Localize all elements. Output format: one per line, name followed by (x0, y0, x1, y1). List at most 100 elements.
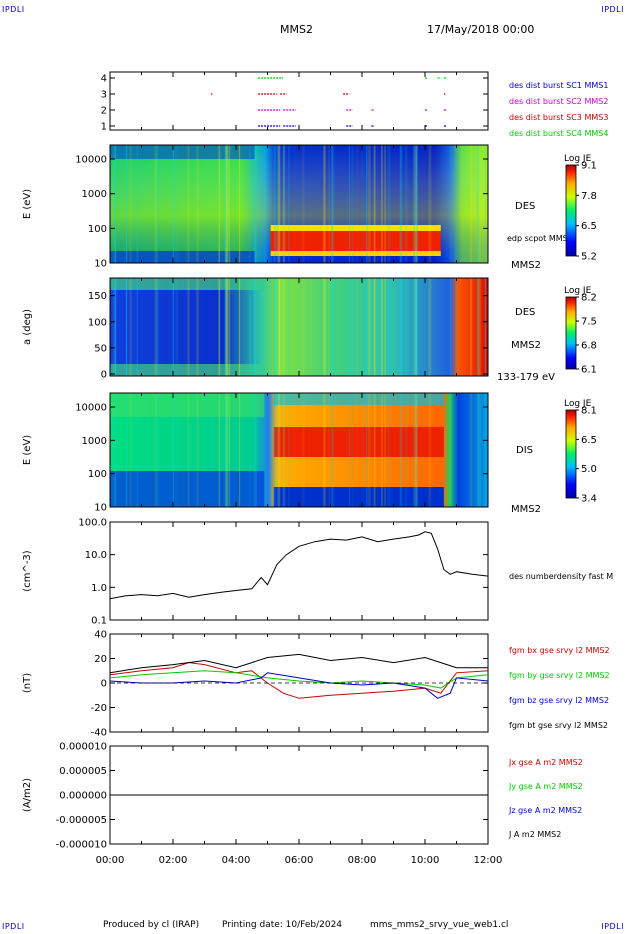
dis-energy-panel-streak (333, 393, 335, 507)
des-energy-panel-streak (478, 145, 481, 263)
datetime-title: 17/May/2018 00:00 (427, 23, 535, 36)
des-energy-panel-streak (282, 145, 285, 263)
dis-energy-panel-low-energy-blue (110, 471, 265, 507)
des-energy-panel-high-energy-band (110, 145, 255, 159)
dis-energy-panel-colorbar-label: 3.4 (581, 494, 597, 505)
des-pitch-panel-streak (361, 278, 364, 376)
des-pitch-panel-streak (172, 278, 174, 376)
dis-energy-panel-ytick-label: 1000 (82, 436, 107, 447)
bfield-panel-legend-2: fgm by gse srvy l2 MMS2 (509, 671, 610, 680)
des-energy-panel-streak (134, 145, 136, 263)
dis-energy-panel-streak (125, 393, 128, 507)
density-panel-ytick-label: 1.0 (91, 583, 107, 594)
bfield-panel-ytick-label: -20 (91, 703, 107, 714)
des-energy-panel-ytick-label: 10 (94, 259, 107, 270)
dis-energy-panel-streak (373, 393, 376, 507)
des-energy-panel-streak (196, 145, 199, 263)
des-pitch-panel-streak (387, 278, 391, 376)
bfield-panel-legend-1: fgm bx gse srvy l2 MMS2 (509, 646, 610, 655)
x-tick-label: 04:00 (222, 855, 251, 866)
current-panel-legend-2: Jy gse A m2 MMS2 (508, 782, 583, 791)
des-energy-panel-ytick-label: 10000 (75, 155, 107, 166)
des-pitch-panel-streak (355, 278, 359, 376)
des-pitch-panel-streak (187, 278, 190, 376)
des-energy-panel-red-band (270, 231, 441, 251)
dis-energy-panel-streak (282, 393, 285, 507)
dis-energy-panel-colorbar-label: 6.5 (581, 435, 597, 446)
dis-energy-panel-streak (405, 393, 408, 507)
dis-energy-panel-streak (238, 393, 241, 507)
x-tick-label: 08:00 (348, 855, 377, 866)
des-energy-panel-streak (218, 145, 220, 263)
des-pitch-panel-streak (348, 278, 351, 376)
des-pitch-panel-streak (351, 278, 354, 376)
des-pitch-panel-colorbar-label: 6.8 (581, 341, 597, 352)
des-energy-panel-streak (428, 145, 432, 263)
des-energy-panel-streak (470, 145, 473, 263)
dis-energy-panel-streak (351, 393, 354, 507)
burst-legend-3: des dist burst SC3 MMS3 (509, 113, 608, 122)
des-pitch-panel-streak (154, 278, 158, 376)
des-pitch-panel-ytick-label: 0 (101, 370, 107, 381)
des-pitch-panel-streak (196, 278, 199, 376)
des-energy-panel-streak (288, 145, 290, 263)
dis-energy-panel-streak (229, 393, 231, 507)
des-pitch-panel-streak (282, 278, 286, 376)
current-panel-ytick-label: -0.000010 (56, 840, 107, 851)
density-panel-ytick-label: 100.0 (78, 518, 107, 529)
corner-logo-top-left: IPDLI (2, 5, 25, 14)
bfield-panel-ytick-label: 40 (94, 630, 107, 641)
dis-energy-panel-streak (449, 393, 452, 507)
dis-energy-panel-streak (218, 393, 221, 507)
des-energy-panel-streak (175, 145, 178, 263)
des-pitch-panel-streak (248, 278, 251, 376)
bfield-panel-series-1-line (109, 662, 489, 699)
des-energy-panel-streak (248, 145, 251, 263)
des-energy-panel-streak (366, 145, 368, 263)
dis-energy-panel-streak (455, 393, 458, 507)
des-energy-panel-ytick-label: 1000 (82, 189, 107, 200)
des-energy-panel-streak (282, 145, 286, 263)
des-pitch-panel-ytick-label: 50 (94, 343, 107, 354)
des-pitch-panel-streak (136, 278, 139, 376)
des-pitch-panel-streak (276, 278, 279, 376)
des-energy-panel-streak (229, 145, 231, 263)
des-pitch-panel-streak (399, 278, 403, 376)
des-energy-panel-colorbar-label: 9.1 (581, 161, 597, 172)
des-energy-panel-streak (154, 145, 158, 263)
des-energy-panel-streak (136, 145, 139, 263)
des-energy-panel-streak (294, 145, 296, 263)
dis-energy-panel-red-band (273, 427, 444, 457)
current-panel-ylabel: (A/m2) (22, 778, 33, 812)
des-pitch-panel-streak (264, 278, 266, 376)
des-pitch-panel-streak (405, 278, 408, 376)
dis-energy-panel-streak (361, 393, 364, 507)
des-pitch-panel-colorbar-title: Log JE (564, 286, 592, 296)
dis-energy-panel-streak (484, 393, 487, 507)
dis-energy-panel-streak (224, 393, 228, 507)
des-pitch-panel-streak (384, 278, 386, 376)
des-pitch-panel-streak (484, 278, 487, 376)
dis-energy-panel-streak (177, 393, 178, 507)
des-energy-panel-streak (399, 145, 403, 263)
current-panel-legend-3: Jz gse A m2 MMS2 (508, 806, 582, 815)
des-energy-panel-streak (387, 145, 391, 263)
des-pitch-panel-streak (373, 278, 376, 376)
des-energy-panel-streak (224, 145, 228, 263)
des-pitch-panel-streak (177, 278, 179, 376)
spacecraft-title: MMS2 (280, 23, 313, 36)
des-energy-panel-yellow-edge-low (270, 251, 441, 256)
des-pitch-panel-spectrogram (110, 278, 488, 376)
dis-energy-panel-streak (156, 393, 159, 507)
des-pitch-panel-streak (323, 278, 326, 376)
dis-energy-panel-instrument-label: DIS (516, 445, 533, 456)
dis-energy-panel-colorbar-label: 8.1 (581, 406, 597, 417)
des-energy-panel-instrument-label: DES (515, 201, 535, 212)
des-energy-panel-streak (278, 145, 281, 263)
des-energy-panel-streak (381, 145, 383, 263)
dis-energy-panel-streak (301, 393, 305, 507)
des-pitch-panel-streak (156, 278, 159, 376)
dis-energy-panel-top-cyan (273, 393, 444, 405)
des-energy-panel-streak (455, 145, 458, 263)
des-pitch-panel-streak (175, 278, 178, 376)
